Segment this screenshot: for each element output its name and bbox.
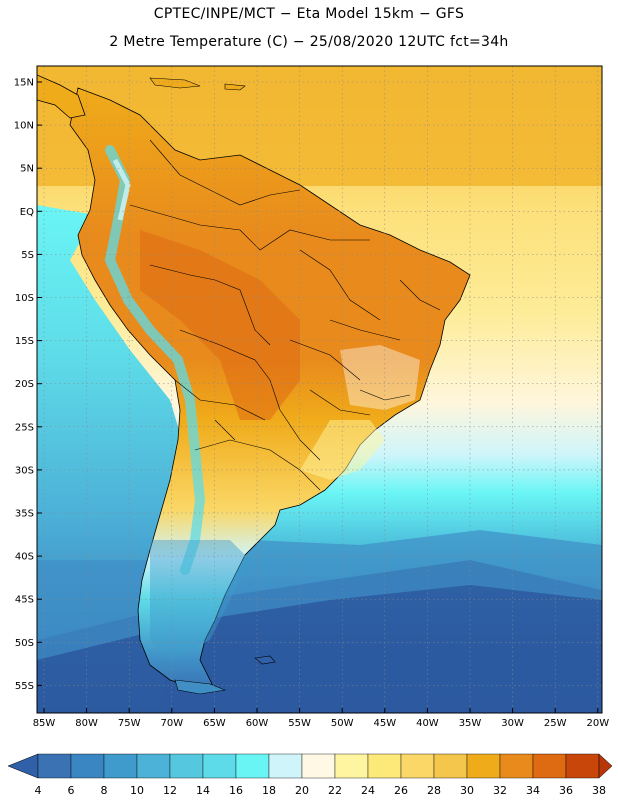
country-borders	[129, 139, 441, 491]
lon-label: 20W	[586, 718, 609, 729]
colorbar-label: 34	[526, 784, 540, 797]
colorbar-label: 38	[592, 784, 606, 797]
map-title-line2: 2 Metre Temperature (C) − 25/08/2020 12U…	[109, 34, 509, 50]
colorbar-swatch	[202, 753, 237, 779]
colorbar-label: 26	[394, 784, 408, 797]
colorbar-label: 24	[361, 784, 375, 797]
lat-label: 20S	[15, 379, 34, 390]
lat-label: 25S	[15, 422, 34, 433]
colorbar-swatch	[235, 753, 270, 779]
lon-label: 55W	[288, 718, 311, 729]
lat-label: 35S	[15, 509, 34, 520]
colorbar-label: 4	[35, 784, 42, 797]
lat-label: 15S	[15, 336, 34, 347]
map-frame	[36, 65, 603, 714]
colorbar-swatch	[565, 753, 600, 779]
lat-label: 10N	[14, 121, 34, 132]
latitude-labels: 15N 10N 5N EQ 5S 10S 15S 20S 25S 30S 35S 40S 45S 50S 5…	[14, 78, 42, 692]
lon-label: 60W	[246, 718, 269, 729]
colorbar-label: 18	[262, 784, 276, 797]
colorbar-swatch	[301, 753, 336, 779]
lon-label: 40W	[416, 718, 439, 729]
lat-label: 5N	[20, 164, 34, 175]
colorbar-swatch	[367, 753, 402, 779]
colorbar-swatch	[433, 753, 468, 779]
colorbar-label: 10	[130, 784, 144, 797]
lat-label: 10S	[15, 293, 34, 304]
colorbar-label: 32	[493, 784, 507, 797]
colorbar-label: 14	[196, 784, 210, 797]
lat-label: 15N	[14, 78, 34, 89]
colorbar-label: 30	[460, 784, 474, 797]
lat-label: 55S	[15, 681, 34, 692]
colorbar-label: 28	[427, 784, 441, 797]
colorbar-swatch	[169, 753, 204, 779]
colorbar-label: 8	[101, 784, 108, 797]
colorbar-swatch	[466, 753, 501, 779]
colorbar-swatch	[268, 753, 303, 779]
colorbar-high-arrow	[598, 753, 613, 779]
colorbar-swatch	[499, 753, 534, 779]
lat-label: 40S	[15, 552, 34, 563]
lon-label: 45W	[373, 718, 396, 729]
colorbar-swatch	[400, 753, 435, 779]
lon-label: 35W	[459, 718, 482, 729]
longitude-labels: 85W 80W 75W 70W 65W 60W 55W 50W 45W 40W 35W 30W 25W 2…	[33, 708, 609, 729]
map-title-line1: CPTEC/INPE/MCT − Eta Model 15km − GFS	[153, 6, 465, 22]
colorbar-label: 16	[229, 784, 243, 797]
lat-label: EQ	[20, 207, 34, 218]
colorbar-swatch	[103, 753, 138, 779]
lat-label: 30S	[15, 465, 34, 476]
lat-label: 45S	[15, 595, 34, 606]
lon-label: 85W	[33, 718, 56, 729]
colorbar-swatch	[532, 753, 567, 779]
lon-label: 65W	[203, 718, 226, 729]
lat-label: 5S	[21, 250, 34, 261]
lon-label: 25W	[544, 718, 567, 729]
colorbar: 4 6 8 10 12 14 16 18 20 22 24 26 28 30 32 34 36 38	[7, 753, 613, 797]
colorbar-low-arrow	[7, 753, 39, 779]
map-area	[37, 66, 602, 713]
lon-label: 30W	[501, 718, 524, 729]
colorbar-swatch	[136, 753, 171, 779]
lon-label: 75W	[118, 718, 141, 729]
colorbar-label: 6	[68, 784, 75, 797]
colorbar-swatch	[37, 753, 72, 779]
falkland-islands	[254, 655, 276, 665]
lon-label: 70W	[160, 718, 183, 729]
colorbar-swatch	[334, 753, 369, 779]
colorbar-label: 20	[295, 784, 309, 797]
colorbar-label: 36	[559, 784, 573, 797]
lon-label: 50W	[331, 718, 354, 729]
central-america-land	[37, 74, 86, 119]
lat-label: 50S	[15, 638, 34, 649]
colorbar-label: 12	[163, 784, 177, 797]
colorbar-label: 22	[328, 784, 342, 797]
hot-interior	[140, 230, 300, 420]
lon-label: 80W	[75, 718, 98, 729]
colorbar-swatch	[70, 753, 105, 779]
